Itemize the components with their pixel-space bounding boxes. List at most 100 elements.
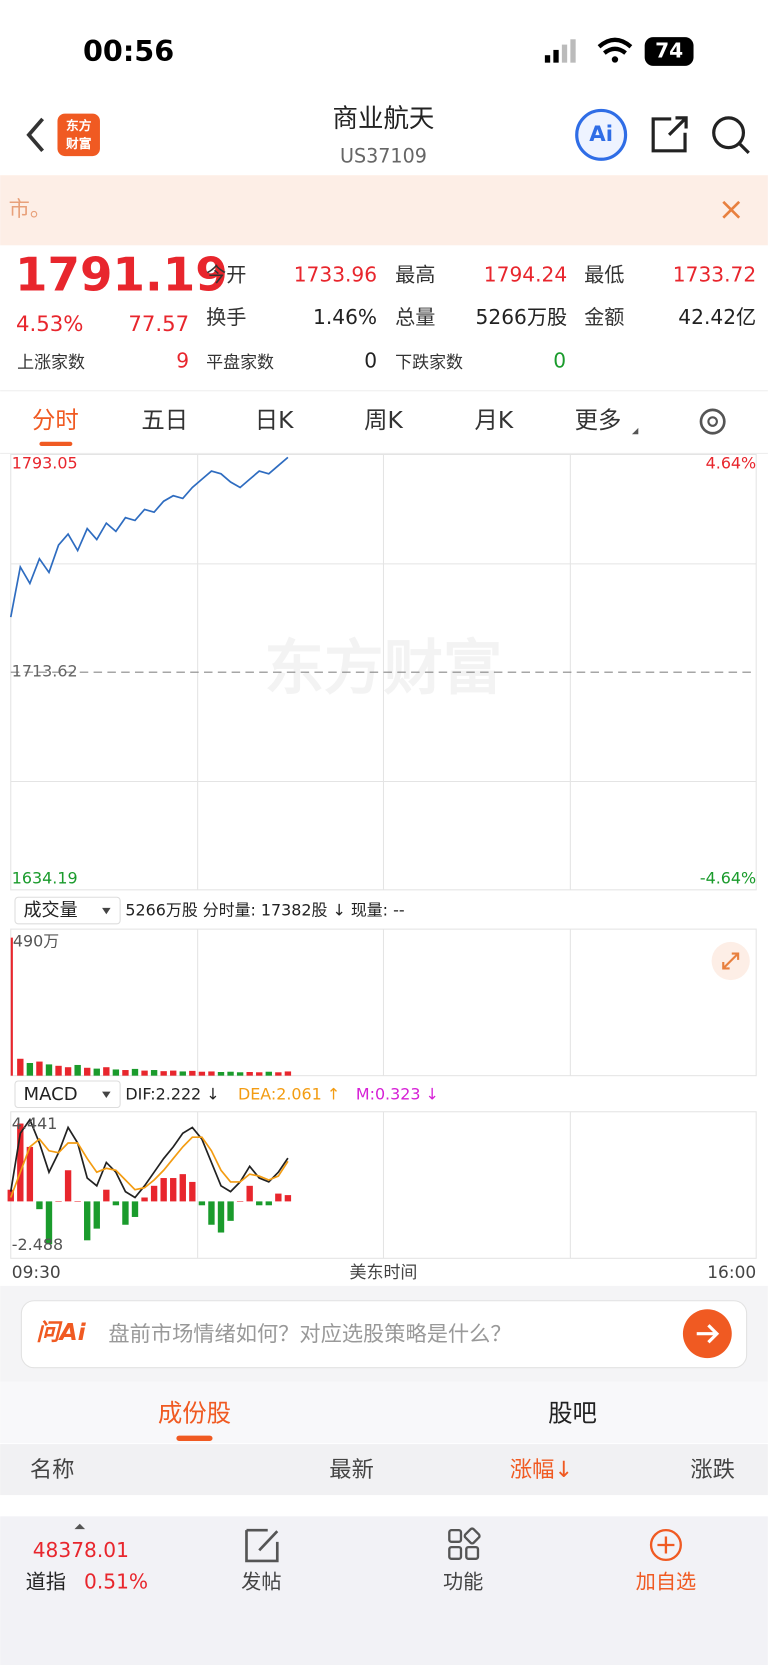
dropdown-arrow (102, 907, 111, 915)
volume-selector-label[interactable]: 成交量 (23, 900, 77, 921)
price-max-label: 1793.05 (12, 454, 78, 473)
ai-placeholder[interactable]: 盘前市场情绪如何？对应选股策略是什么？ (108, 1322, 511, 1347)
volume-selector[interactable] (14, 896, 121, 925)
search-button[interactable] (712, 116, 750, 155)
battery-level: 74 (655, 39, 683, 63)
macd-chart (7, 1117, 292, 1245)
ai-input[interactable] (20, 1300, 748, 1369)
settings-button[interactable] (699, 408, 726, 435)
macd-bar (170, 1178, 177, 1202)
section-tab[interactable]: 股吧 (548, 1398, 597, 1427)
macd-bar (236, 1201, 244, 1202)
macd-bar (17, 1123, 24, 1202)
ai-button-label[interactable]: Ai (589, 122, 613, 147)
volume-bar (284, 1071, 292, 1076)
macd-min-label: -2.488 (12, 1235, 63, 1254)
macd-bar (179, 1174, 186, 1202)
stock-title: 商业航天 (333, 104, 435, 134)
dif-label: DIF:2.222 ↓ (125, 1084, 219, 1103)
count-label: 上涨家数 (17, 353, 85, 373)
field-label: 今开 (206, 263, 246, 287)
field-value: 1794.24 (484, 263, 567, 287)
volume-bar (217, 1072, 225, 1076)
macd-bar (131, 1201, 139, 1217)
volume-bar (179, 1071, 186, 1076)
arrow-icon (696, 1324, 720, 1344)
index-change[interactable]: 0.51% (84, 1570, 148, 1594)
column-header[interactable]: 名称 (30, 1457, 75, 1483)
nav-item[interactable]: 功能 (443, 1570, 483, 1594)
volume-bar (150, 1070, 158, 1076)
macd-bar (45, 1201, 53, 1245)
macd-selector-label[interactable]: MACD (23, 1084, 77, 1105)
count-value: 0 (553, 349, 566, 373)
period-tab[interactable]: 五日 (141, 406, 188, 434)
count-value: 9 (176, 349, 189, 373)
macd-bar (36, 1201, 43, 1210)
macd-bar (26, 1146, 34, 1202)
collapse-arrow[interactable] (74, 1523, 86, 1530)
price-base-label: 1713.62 (12, 662, 78, 681)
clock: 00:56 (83, 34, 174, 68)
macd-selector[interactable] (14, 1080, 121, 1109)
price-min-label: 1634.19 (12, 869, 78, 888)
function-icon[interactable] (448, 1527, 481, 1560)
change: 77.57 (128, 312, 189, 337)
macd-bar (284, 1195, 292, 1202)
nav-item[interactable]: 发帖 (241, 1570, 281, 1594)
field-value: 1733.72 (673, 263, 756, 287)
macd-bar (208, 1201, 215, 1225)
back-button[interactable] (26, 117, 45, 153)
macd-bar (275, 1193, 282, 1202)
nav-item[interactable]: 加自选 (636, 1570, 696, 1594)
volume-bar (26, 1062, 34, 1076)
macd-bar (160, 1178, 167, 1202)
macd-bar (256, 1201, 263, 1206)
period-tab[interactable]: 日K (255, 406, 294, 434)
app-logo (57, 113, 100, 157)
add-watchlist-icon[interactable] (649, 1528, 682, 1562)
index-value[interactable]: 48378.01 (33, 1538, 129, 1562)
time-start: 09:30 (12, 1263, 61, 1283)
period-tab[interactable]: 周K (364, 406, 403, 434)
volume-bar (236, 1072, 244, 1076)
post-icon[interactable] (245, 1528, 279, 1563)
time-end: 16:00 (707, 1263, 756, 1283)
volume-summary: 5266万股 分时量: 17382股 ↓ 现量: -- (125, 901, 404, 920)
period-tab[interactable]: 月K (475, 406, 514, 434)
ai-button[interactable] (575, 108, 628, 161)
macd-bar (55, 1201, 62, 1202)
logo-text: 东方 (66, 118, 92, 134)
macd-bar (93, 1201, 100, 1229)
macd-bar (227, 1201, 234, 1221)
period-tab[interactable]: 分时 (32, 406, 79, 434)
macd-max-label: 4.441 (12, 1114, 58, 1133)
tab-indicator (176, 1435, 213, 1441)
period-tab[interactable]: 更多 (575, 406, 622, 434)
share-button[interactable] (651, 116, 688, 153)
volume-bar (17, 1058, 24, 1076)
field-value: 42.42亿 (678, 305, 756, 329)
column-header[interactable]: 涨跌 (690, 1457, 735, 1483)
volume-chart (10, 937, 292, 1076)
section-tab[interactable]: 成份股 (158, 1398, 231, 1427)
macd-bar (122, 1201, 129, 1225)
notice-close[interactable] (722, 200, 741, 219)
volume-max-label: 490万 (13, 931, 59, 950)
stock-code: US37109 (340, 145, 427, 168)
wifi-icon (597, 37, 633, 55)
volume-bar (84, 1067, 91, 1076)
macd-bar (112, 1201, 120, 1206)
field-label: 总量 (395, 305, 435, 329)
expand-button[interactable] (711, 941, 750, 981)
macd-grid (10, 1111, 757, 1259)
pct-max-label: 4.64% (706, 454, 757, 473)
column-header[interactable]: 涨幅↓ (510, 1457, 573, 1483)
field-value: 5266万股 (476, 305, 568, 329)
column-header[interactable]: 最新 (329, 1457, 374, 1483)
macd-bar (150, 1185, 158, 1202)
index-name[interactable]: 道指 (26, 1570, 66, 1594)
dropdown-arrow (102, 1091, 111, 1098)
